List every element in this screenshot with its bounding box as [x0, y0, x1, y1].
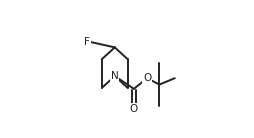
Text: O: O [143, 73, 151, 83]
Text: N: N [111, 71, 119, 81]
Text: O: O [130, 104, 138, 114]
Text: F: F [84, 37, 90, 47]
